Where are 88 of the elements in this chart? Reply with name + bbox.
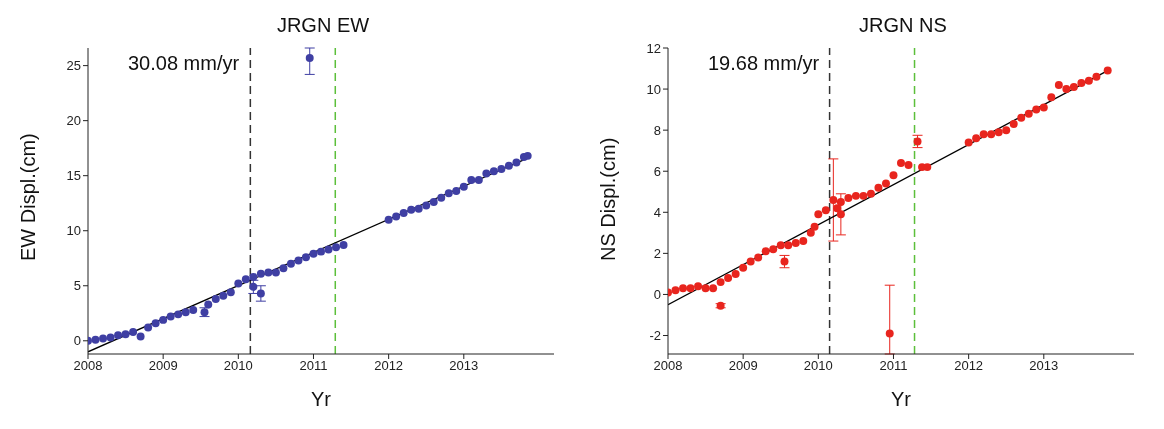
y-tick-label: 12 xyxy=(646,40,661,56)
point xyxy=(459,182,468,191)
y-tick-label: 5 xyxy=(73,278,81,294)
point xyxy=(309,249,318,258)
x-tick-label: 2012 xyxy=(374,358,404,374)
point xyxy=(159,315,168,324)
point xyxy=(106,333,115,342)
point xyxy=(324,245,333,254)
point xyxy=(241,275,250,284)
point xyxy=(219,291,228,300)
point xyxy=(189,305,198,314)
point xyxy=(114,331,123,340)
y-tick-label: 10 xyxy=(66,223,81,239)
y-tick-label: -2 xyxy=(649,328,661,344)
point xyxy=(91,335,100,344)
annotation: 19.68 mm/yr xyxy=(708,52,820,75)
point xyxy=(399,209,408,218)
y-tick-label: 25 xyxy=(66,58,81,74)
point xyxy=(422,201,431,210)
point xyxy=(497,165,506,174)
point xyxy=(271,268,280,277)
point xyxy=(332,243,341,252)
y-tick-label: 2 xyxy=(653,245,661,261)
point xyxy=(429,198,438,207)
point xyxy=(294,256,303,265)
point xyxy=(414,204,423,213)
y-tick-label: 0 xyxy=(73,333,81,349)
point xyxy=(437,193,446,202)
point xyxy=(226,288,235,297)
point xyxy=(512,158,521,167)
y-axis-title: NS Displ.(cm) xyxy=(597,137,620,261)
point xyxy=(482,169,491,178)
point xyxy=(144,323,153,332)
point xyxy=(99,334,108,343)
point xyxy=(279,264,288,273)
point xyxy=(249,272,258,281)
point xyxy=(407,205,416,214)
x-axis-title: Yr xyxy=(311,388,332,410)
point xyxy=(392,212,401,221)
point xyxy=(384,215,393,224)
chart-title: JRGN EW xyxy=(275,13,371,38)
x-tick-label: 2013 xyxy=(449,358,479,374)
point xyxy=(339,241,348,250)
x-tick-label: 2008 xyxy=(653,358,683,374)
x-tick-label: 2009 xyxy=(728,358,758,374)
x-tick-label: 2010 xyxy=(223,358,253,374)
point xyxy=(121,330,130,339)
y-tick-label: 6 xyxy=(653,163,661,179)
x-tick-label: 2010 xyxy=(803,358,833,374)
point xyxy=(151,319,160,328)
point xyxy=(317,247,325,256)
point xyxy=(174,310,183,319)
point xyxy=(264,268,273,277)
y-axis-title: EW Displ.(cm) xyxy=(17,133,40,261)
x-tick-label: 2013 xyxy=(1029,358,1059,374)
chart-title: JRGN NS xyxy=(858,13,948,38)
y-tick-label: 8 xyxy=(653,122,661,138)
point xyxy=(204,300,213,309)
point xyxy=(234,279,243,288)
x-tick-label: 2011 xyxy=(299,358,328,374)
y-tick-label: 20 xyxy=(66,113,81,129)
point xyxy=(504,161,513,170)
y-tick-label: 10 xyxy=(646,81,661,97)
y-tick-label: 4 xyxy=(653,204,661,220)
point xyxy=(305,53,314,62)
x-tick-label: 2009 xyxy=(148,358,178,374)
point xyxy=(467,176,476,185)
point xyxy=(489,167,498,176)
point xyxy=(452,187,461,196)
point xyxy=(211,294,220,303)
annotation: 30.08 mm/yr xyxy=(128,52,240,75)
point xyxy=(136,332,145,341)
point xyxy=(444,189,453,198)
x-axis-title: Yr xyxy=(891,388,912,410)
point xyxy=(523,151,532,160)
point xyxy=(181,308,190,317)
point xyxy=(301,253,310,262)
x-tick-label: 2011 xyxy=(879,358,908,374)
point xyxy=(474,176,483,185)
point xyxy=(129,328,138,336)
y-tick-label: 15 xyxy=(66,168,81,184)
point xyxy=(166,312,175,321)
point xyxy=(256,289,265,298)
x-tick-label: 2008 xyxy=(73,358,103,374)
y-tick-label: 0 xyxy=(653,287,661,303)
point xyxy=(286,259,295,268)
point xyxy=(256,269,265,278)
x-tick-label: 2012 xyxy=(954,358,984,374)
